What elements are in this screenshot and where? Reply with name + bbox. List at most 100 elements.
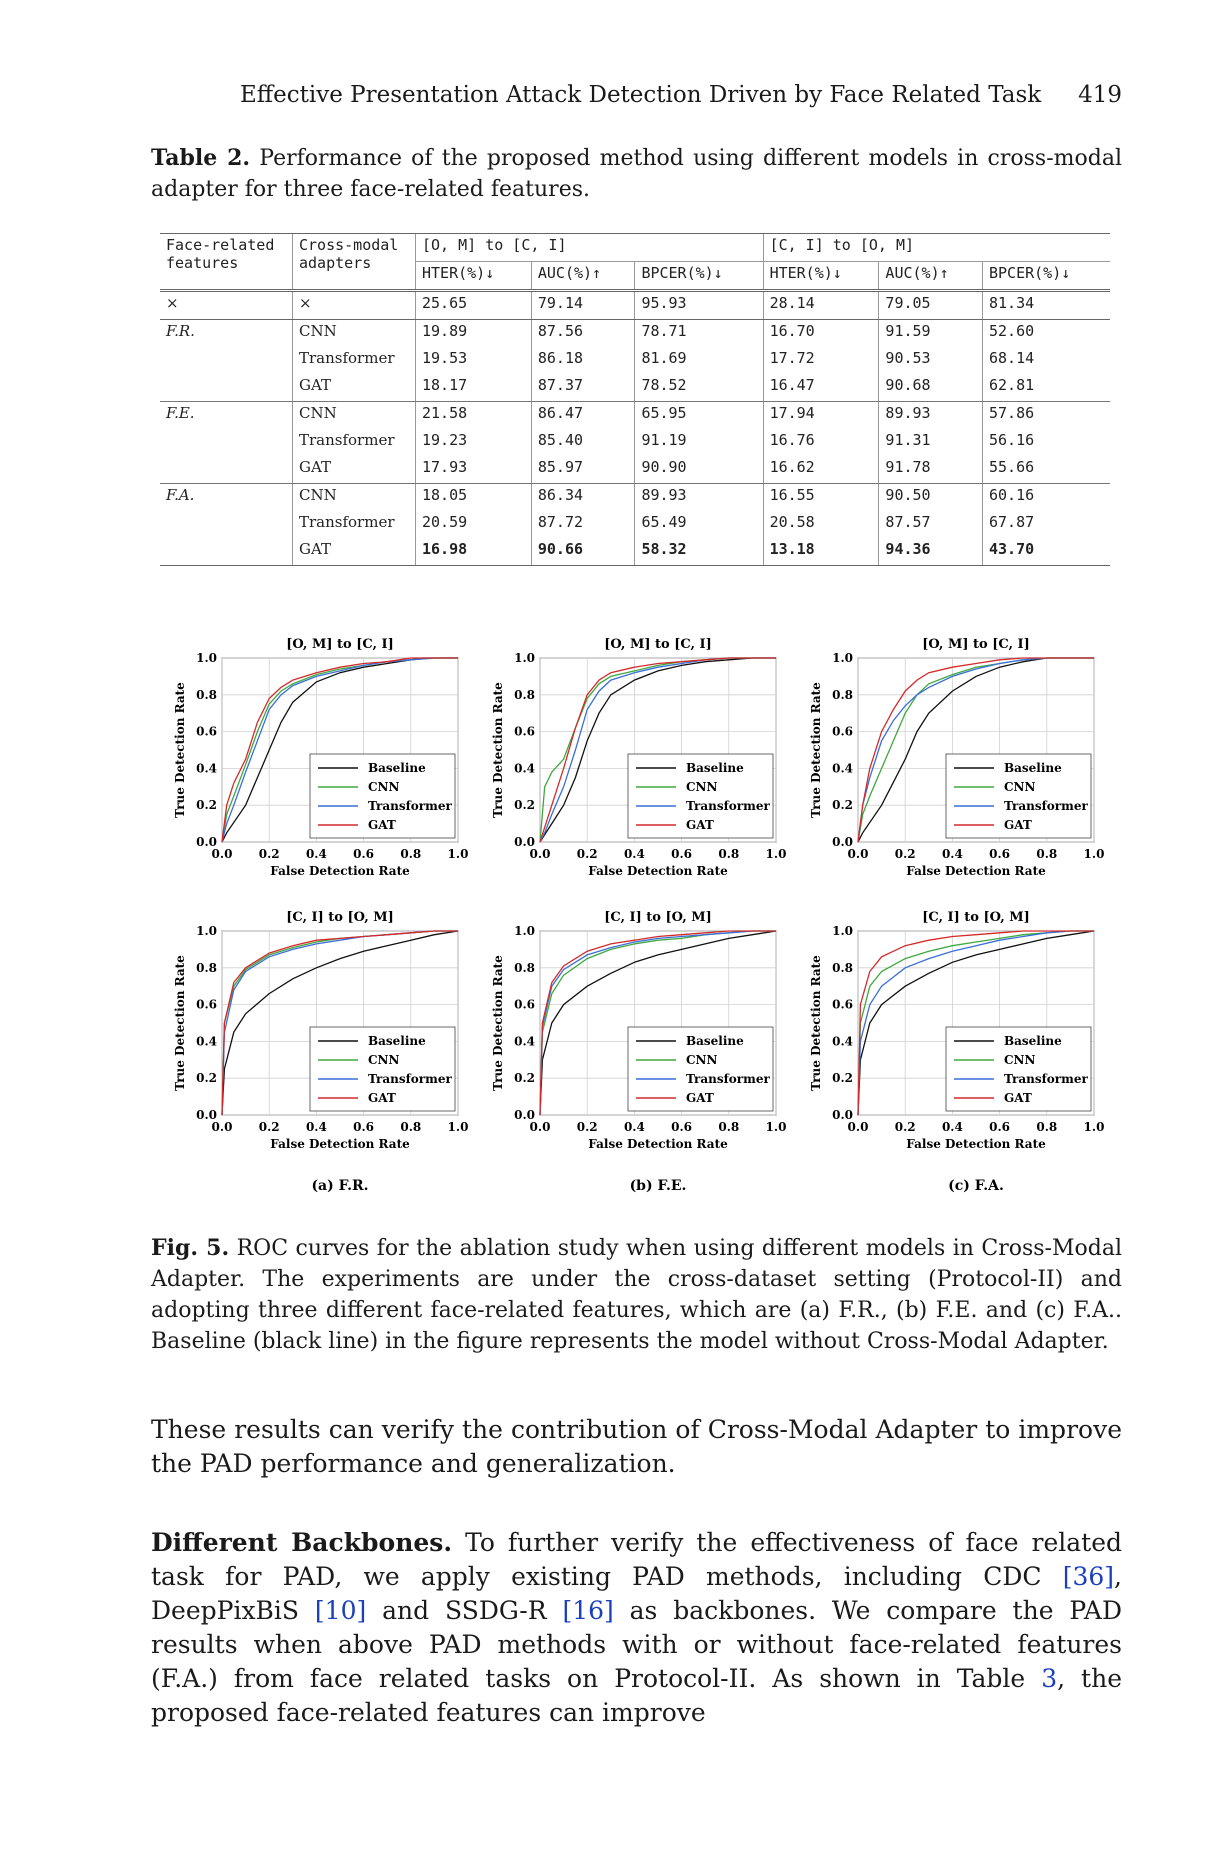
- y-tick-label: 0.0: [832, 1108, 853, 1122]
- x-tick-label: 1.0: [1084, 1120, 1105, 1134]
- cell-value: 90.53: [878, 347, 983, 374]
- y-tick-label: 1.0: [514, 924, 535, 938]
- legend-label: GAT: [1004, 818, 1032, 832]
- figure-caption: Fig. 5. ROC curves for the ablation stud…: [151, 1233, 1122, 1357]
- citation-link[interactable]: [10]: [314, 1596, 367, 1625]
- y-tick-label: 0.8: [832, 688, 853, 702]
- x-tick-label: 0.2: [577, 847, 598, 861]
- x-tick-label: 0.6: [353, 847, 374, 861]
- roc-curve-transformer: [857, 657, 1094, 843]
- cell-value: 56.16: [982, 429, 1110, 456]
- table-row: F.E. CNN 21.58 86.47 65.95 17.94 89.93 57.86: [160, 401, 1110, 429]
- y-tick-label: 0.8: [196, 961, 217, 975]
- cell-adapter: CNN: [292, 319, 416, 347]
- roc-curve-gat: [539, 657, 776, 843]
- table-row: F.A. CNN 18.05 86.34 89.93 16.55 90.50 60.16: [160, 483, 1110, 511]
- citation-link[interactable]: [16]: [562, 1596, 614, 1625]
- cell-value: 18.05: [415, 483, 532, 511]
- roc-panel: [C, I] to [O, M] 0.00.0 0.2 0.2 0.4 0.4 0.6 0.6…: [491, 910, 786, 1151]
- cell-value: 85.40: [530, 429, 635, 456]
- roc-figure: [O, M] to [C, I]0.00.00.20.20.40.40.60.6…: [173, 637, 1104, 1194]
- citation-link[interactable]: [36]: [1062, 1562, 1115, 1591]
- cell-value: 19.23: [415, 429, 532, 456]
- cell-value: 19.53: [415, 347, 532, 374]
- cell-value: 91.19: [634, 429, 764, 456]
- x-tick-label: 0.4: [624, 847, 645, 861]
- table-caption-text: Performance of the proposed method using…: [151, 146, 1122, 202]
- y-tick-label: 0.0: [196, 835, 217, 849]
- cell-value: 90.68: [878, 374, 983, 402]
- y-tick-label: 0.4: [514, 1034, 535, 1048]
- roc-panel: [O, M] to [C, I] 0.00.0 0.2 0.2 0.4 0.4 0.6 0.6…: [491, 637, 786, 878]
- table-caption: Table 2. Performance of the proposed met…: [151, 143, 1122, 205]
- header-group-ci-om: [C, I] to [O, M]: [762, 233, 1110, 262]
- x-tick-label: 0.2: [895, 1120, 916, 1134]
- metric-header: BPCER(%)↓: [982, 261, 1110, 291]
- roc-curve-gat: [539, 930, 776, 1116]
- legend-label: Baseline: [368, 761, 426, 775]
- cell-adapter: Transformer: [292, 429, 416, 456]
- paragraph-text: as backbones. We compare the PAD results…: [151, 1596, 1122, 1693]
- roc-panel: [O, M] to [C, I] 0.00.0 0.2 0.2 0.4 0.4 0.6 0.6…: [809, 637, 1104, 878]
- metric-header: AUC(%)↑: [530, 261, 635, 291]
- cell-value: 86.34: [530, 483, 635, 511]
- roc-curve-transformer: [539, 930, 776, 1116]
- cell-feature: F.E.: [166, 404, 195, 422]
- cell-value: 78.52: [634, 374, 764, 402]
- y-tick-label: 1.0: [832, 651, 853, 665]
- x-tick-label: 0.6: [989, 847, 1010, 861]
- roc-curve-gat: [857, 930, 1094, 1116]
- table-row: GAT 18.17 87.37 78.52 16.47 90.68 62.81: [160, 374, 1110, 402]
- legend-label: Transformer: [368, 799, 452, 813]
- legend: Baseline CNN Transformer GAT: [627, 1026, 774, 1112]
- y-tick-label: 0.4: [196, 1034, 217, 1048]
- cell-value: 79.14: [530, 290, 635, 320]
- y-axis-label: True Detection Rate: [173, 955, 187, 1091]
- y-tick-label: 0.6: [514, 725, 535, 739]
- figure-caption-label: Fig. 5.: [151, 1235, 230, 1261]
- y-axis-label: True Detection Rate: [809, 682, 823, 818]
- cell-value: 91.31: [878, 429, 983, 456]
- cell-value: 78.71: [634, 319, 764, 347]
- x-tick-label: 0.0: [212, 847, 233, 861]
- x-axis-label: False Detection Rate: [906, 864, 1046, 878]
- table-ref-link[interactable]: 3: [1041, 1664, 1058, 1693]
- y-tick-label: 0.2: [196, 1071, 217, 1085]
- x-tick-label: 0.0: [848, 847, 869, 861]
- cell-value: 16.70: [762, 319, 879, 347]
- table-row: GAT 17.93 85.97 90.90 16.62 91.78 55.66: [160, 456, 1110, 484]
- y-tick-label: 1.0: [514, 651, 535, 665]
- panel-title: [C, I] to [O, M]: [604, 910, 712, 925]
- y-axis-label: True Detection Rate: [491, 955, 505, 1091]
- cell-adapter: CNN: [292, 401, 416, 429]
- legend-label: Transformer: [1004, 799, 1088, 813]
- cell-value: 55.66: [982, 456, 1110, 484]
- x-tick-label: 0.4: [942, 847, 963, 861]
- cell-feature: [160, 511, 293, 538]
- roc-panel: [C, I] to [O, M] 0.00.0 0.2 0.2 0.4 0.4 0.6 0.6…: [809, 910, 1104, 1151]
- legend-label: CNN: [1004, 780, 1036, 794]
- cell-value: 16.98: [415, 538, 532, 566]
- cell-value: 91.78: [878, 456, 983, 484]
- metric-header: BPCER(%)↓: [634, 261, 764, 291]
- roc-curve-transformer: [857, 930, 1094, 1116]
- y-tick-label: 0.6: [196, 725, 217, 739]
- x-tick-label: 0.0: [530, 847, 551, 861]
- subfigure-label: (a) F.R.: [311, 1178, 368, 1194]
- cell-value: 20.59: [415, 511, 532, 538]
- paragraph-text: To further verify the effectiveness of f…: [151, 1528, 1123, 1591]
- legend-label: Transformer: [1004, 1072, 1088, 1086]
- legend-label: CNN: [368, 1053, 400, 1067]
- cell-value: 94.36: [878, 538, 983, 566]
- cell-value: 20.58: [762, 511, 879, 538]
- y-tick-label: 0.0: [514, 1108, 535, 1122]
- cell-value: 91.59: [878, 319, 983, 347]
- legend-label: Baseline: [686, 1034, 744, 1048]
- cell-value: 18.17: [415, 374, 532, 402]
- y-tick-label: 1.0: [196, 924, 217, 938]
- header-adapters: Cross-modal adapters: [292, 233, 416, 291]
- cell-value: 16.55: [762, 483, 879, 511]
- cell-value: 68.14: [982, 347, 1110, 374]
- roc-panel: [O, M] to [C, I] 0.00.0 0.2 0.2 0.4 0.4 0.6 0.6…: [173, 637, 468, 878]
- y-tick-label: 0.2: [514, 798, 535, 812]
